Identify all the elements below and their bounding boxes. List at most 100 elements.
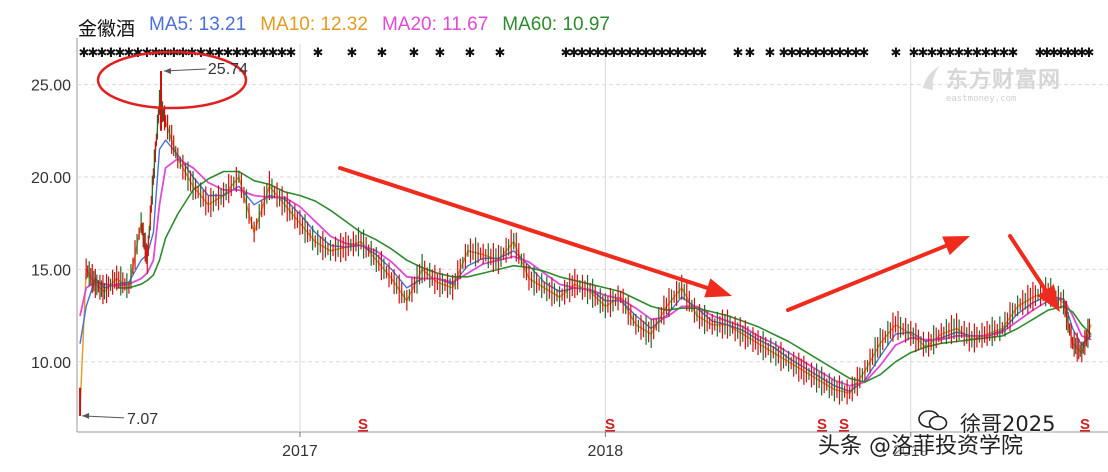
data-point [910, 352, 912, 354]
data-point [329, 209, 332, 211]
event-marker: ✱ [665, 46, 676, 61]
data-point [207, 182, 209, 184]
event-marker: ✱ [1042, 46, 1053, 61]
data-point [140, 278, 142, 280]
event-marker: ✱ [1049, 46, 1060, 61]
event-marker: ✱ [277, 46, 288, 61]
event-marker: ✱ [827, 46, 838, 61]
event-marker: ✱ [97, 46, 108, 61]
high-circle [96, 50, 248, 110]
event-marker: ✱ [649, 46, 660, 61]
event-marker: ✱ [681, 46, 692, 61]
data-point [681, 307, 683, 309]
s-marker: S [817, 416, 827, 433]
event-marker: ✱ [1035, 46, 1046, 61]
data-point [406, 287, 408, 289]
data-point [238, 189, 240, 191]
data-point [1090, 335, 1092, 337]
event-marker: ✱ [495, 46, 506, 61]
event-marker: ✱ [1077, 46, 1088, 61]
data-point [1032, 318, 1034, 320]
data-point [925, 339, 927, 341]
y-tick-label: 20.00 [31, 170, 71, 187]
data-point [788, 340, 790, 343]
stock-name: 金徽酒 [78, 19, 136, 40]
data-point [436, 272, 438, 274]
low-value-label: 7.07 [127, 411, 158, 428]
watermark-url: eastmoney.com [946, 94, 1017, 104]
event-marker: ✱ [981, 46, 992, 61]
data-point [482, 272, 484, 274]
data-point [1090, 324, 1092, 326]
event-marker: ✱ [633, 46, 644, 61]
event-marker: ✱ [999, 46, 1010, 61]
event-marker: ✱ [657, 46, 668, 61]
event-marker: ✱ [795, 46, 806, 61]
event-marker: ✱ [990, 46, 1001, 61]
watermark: 东方财富网 eastmoney.com [920, 62, 1090, 104]
event-marker: ✱ [79, 46, 90, 61]
event-marker: ✱ [689, 46, 700, 61]
data-point [165, 167, 167, 169]
pullback-arrow-head [1037, 284, 1060, 312]
event-markers-row: ✱✱✱✱✱✱✱✱✱✱✱✱✱✱✱✱✱✱✱✱✱✱✱✱ ✱ ✱ ✱ ✱ ✱ ✱ ✱ ✱✱✱✱✱✱✱✱✱… [79, 46, 1095, 61]
data-point [849, 385, 851, 387]
data-point [158, 204, 161, 206]
data-point [696, 307, 698, 309]
data-point [650, 305, 652, 307]
data-point [467, 265, 469, 267]
event-marker: ✱ [617, 46, 628, 61]
event-marker: ✱ [803, 46, 814, 61]
data-point [223, 170, 225, 173]
y-tick-label: 15.00 [31, 262, 71, 279]
event-marker: ✱ [835, 46, 846, 61]
data-point [894, 344, 897, 346]
event-marker: ✱ [1056, 46, 1067, 61]
data-point [833, 368, 836, 370]
event-marker: ✱ [259, 46, 270, 61]
event-marker: ✱ [409, 46, 420, 61]
data-point [207, 194, 209, 197]
data-point [152, 259, 154, 261]
event-marker: ✱ [819, 46, 830, 61]
event-marker: ✱ [88, 46, 99, 61]
event-marker: ✱ [601, 46, 612, 61]
data-point [314, 200, 316, 202]
event-marker: ✱ [918, 46, 929, 61]
watermark-title: 东方财富网 [946, 68, 1062, 93]
data-point [604, 287, 607, 289]
data-point [1081, 335, 1083, 337]
event-marker: ✱ [1084, 46, 1095, 61]
y-tick-label: 10.00 [31, 355, 71, 372]
data-point [558, 283, 561, 285]
data-point [158, 259, 161, 261]
event-marker: ✱ [124, 46, 135, 61]
event-marker: ✱ [1063, 46, 1074, 61]
event-marker: ✱ [963, 46, 974, 61]
data-point [772, 333, 774, 335]
data-point [772, 342, 774, 344]
event-marker: ✱ [1008, 46, 1019, 61]
data-point [345, 220, 347, 222]
y-tick-label: 25.00 [31, 78, 71, 95]
event-marker: ✱ [641, 46, 652, 61]
data-point [864, 381, 866, 383]
data-point [818, 359, 820, 361]
data-point [513, 250, 515, 252]
data-point [165, 237, 167, 239]
data-point [165, 139, 167, 141]
s-marker: S [839, 416, 849, 433]
data-point [681, 305, 683, 307]
event-marker: ✱ [313, 46, 324, 61]
legend-ma10: MA10: 12.32 [260, 14, 368, 35]
wechat-icon [918, 410, 948, 431]
legend-ma5: MA5: 13.21 [149, 14, 247, 35]
data-point [360, 231, 362, 234]
data-point [140, 283, 142, 285]
event-marker: ✱ [169, 46, 180, 61]
data-point [85, 287, 87, 289]
data-point [513, 265, 515, 267]
event-marker: ✱ [569, 46, 580, 61]
data-point [391, 261, 393, 263]
